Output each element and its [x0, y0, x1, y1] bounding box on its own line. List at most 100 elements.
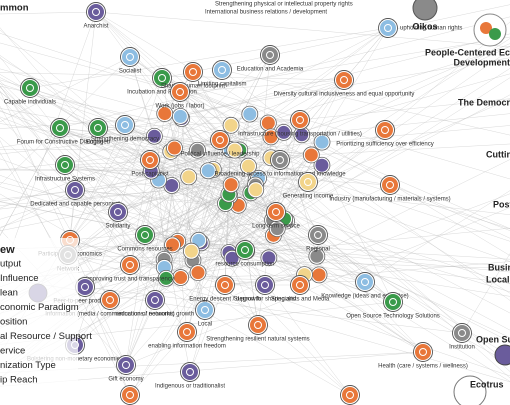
node[interactable]: Political influence / leadership	[180, 130, 260, 158]
node-icon[interactable]	[346, 391, 354, 399]
node[interactable]: Peer-to-peer production	[53, 277, 117, 305]
node-circle[interactable]	[377, 122, 393, 138]
node-circle[interactable]	[52, 120, 68, 136]
node-circle[interactable]	[122, 257, 138, 273]
node-icon[interactable]	[158, 74, 166, 82]
node[interactable]: Prioritizing sufficiency over efficiency	[336, 120, 434, 148]
node-circle[interactable]	[67, 182, 83, 198]
node-circle[interactable]	[179, 324, 195, 340]
node[interactable]: Information (media / communications / ne…	[45, 290, 175, 318]
node[interactable]: Capable individuals	[4, 78, 56, 106]
node[interactable]: Anarchist	[83, 2, 109, 30]
node-circle[interactable]	[272, 152, 288, 168]
node-circle[interactable]	[122, 387, 138, 403]
node-icon[interactable]	[201, 306, 209, 314]
node-icon[interactable]	[386, 181, 394, 189]
node[interactable]: Solidarity	[106, 202, 131, 230]
node[interactable]: Socialist	[119, 47, 142, 75]
node-icon[interactable]	[216, 136, 224, 144]
legend-item[interactable]: ervice	[0, 346, 25, 357]
node-icon[interactable]	[106, 296, 114, 304]
node-circle[interactable]	[142, 152, 158, 168]
node[interactable]: enabling information freedom	[148, 322, 226, 350]
node-circle[interactable]	[122, 49, 138, 65]
node-circle[interactable]	[250, 317, 266, 333]
node-circle[interactable]	[262, 47, 278, 63]
node-circle[interactable]	[185, 64, 201, 80]
hub-label[interactable]: Busin	[488, 262, 510, 272]
node-circle[interactable]	[342, 387, 358, 403]
legend-item[interactable]: conomic Paradigm	[0, 302, 79, 313]
node-icon[interactable]	[241, 246, 249, 254]
node-icon[interactable]	[183, 328, 191, 336]
node-circle[interactable]	[154, 70, 170, 86]
node-circle[interactable]	[415, 344, 431, 360]
node-icon[interactable]	[261, 281, 269, 289]
node[interactable]: Infrastructure Systems	[35, 155, 95, 183]
node-circle[interactable]	[57, 157, 73, 173]
legend-item[interactable]: ip Reach	[0, 375, 38, 386]
node[interactable]: Indigenous or traditionalist	[155, 362, 225, 390]
node-circle[interactable]	[217, 277, 233, 293]
node-circle[interactable]	[172, 84, 188, 100]
node-icon[interactable]	[266, 51, 274, 59]
hub-label[interactable]: Development	[453, 57, 510, 67]
node[interactable]: Engaged	[86, 118, 110, 146]
node-icon[interactable]	[126, 391, 134, 399]
node-icon[interactable]	[384, 24, 392, 32]
legend-item[interactable]: al Resource / Support	[0, 331, 92, 342]
node[interactable]: Health (care / systems / wellness)	[378, 342, 468, 370]
node-circle[interactable]	[214, 62, 230, 78]
node-icon[interactable]	[340, 76, 348, 84]
node-circle[interactable]	[117, 117, 133, 133]
legend-item[interactable]: osition	[0, 317, 27, 328]
hub-circle[interactable]	[494, 344, 510, 366]
node-icon[interactable]	[218, 66, 226, 74]
node-icon[interactable]	[81, 283, 89, 291]
node-icon[interactable]	[296, 281, 304, 289]
node-icon[interactable]	[304, 178, 312, 186]
node-icon[interactable]	[276, 156, 284, 164]
node[interactable]: reduction of economic growth	[116, 290, 194, 318]
hub-label[interactable]: Oikos	[412, 21, 437, 31]
node[interactable]: Long term service	[252, 202, 301, 230]
node-icon[interactable]	[122, 361, 130, 369]
node[interactable]: Property ownership structures	[310, 385, 390, 405]
node[interactable]: upholding human rights	[378, 18, 463, 38]
node-icon[interactable]	[361, 278, 369, 286]
node[interactable]: Broadening access to information and kno…	[214, 150, 346, 178]
node-icon[interactable]	[458, 329, 466, 337]
hub-label[interactable]: Ecotrus	[470, 379, 504, 389]
node-circle[interactable]	[310, 227, 326, 243]
node[interactable]: Infrastructure (housing transportation /…	[238, 110, 362, 138]
node-icon[interactable]	[26, 84, 34, 92]
node[interactable]: Work (jobs / labor)	[156, 82, 205, 110]
hub-circle[interactable]	[453, 375, 487, 405]
node-circle[interactable]	[268, 204, 284, 220]
node-icon[interactable]	[71, 186, 79, 194]
node[interactable]: Forum for Constructive Dialogue	[17, 118, 104, 146]
node[interactable]: Limiting capitalism	[197, 60, 247, 88]
node-icon[interactable]	[389, 298, 397, 306]
node-circle[interactable]	[382, 177, 398, 193]
node[interactable]: Sharing human footprint	[161, 62, 225, 90]
hub-circle[interactable]	[412, 0, 438, 21]
node[interactable]: Knowledge (ideas and expertise)	[321, 272, 409, 300]
node[interactable]: Energy descent / degrowth	[189, 275, 261, 303]
node-icon[interactable]	[254, 321, 262, 329]
hub-label[interactable]: Cutting	[486, 149, 510, 159]
node[interactable]: Post-capitalist	[131, 150, 169, 178]
node-circle[interactable]	[147, 292, 163, 308]
hub-label[interactable]: Post	[493, 199, 510, 209]
node[interactable]: Industry (manufacturing / materials / sy…	[329, 175, 451, 203]
hub-label[interactable]: People-Centered Ec	[425, 47, 510, 57]
node-circle[interactable]	[336, 72, 352, 88]
node[interactable]: Diversity cultural inclusiveness and equ…	[274, 70, 415, 98]
node-icon[interactable]	[146, 156, 154, 164]
node[interactable]: Improving trust and transparency	[86, 255, 174, 283]
node-icon[interactable]	[186, 368, 194, 376]
node-circle[interactable]	[102, 292, 118, 308]
node[interactable]: Incubation and Facilitation	[127, 68, 197, 96]
node-circle[interactable]	[292, 277, 308, 293]
node-icon[interactable]	[114, 208, 122, 216]
